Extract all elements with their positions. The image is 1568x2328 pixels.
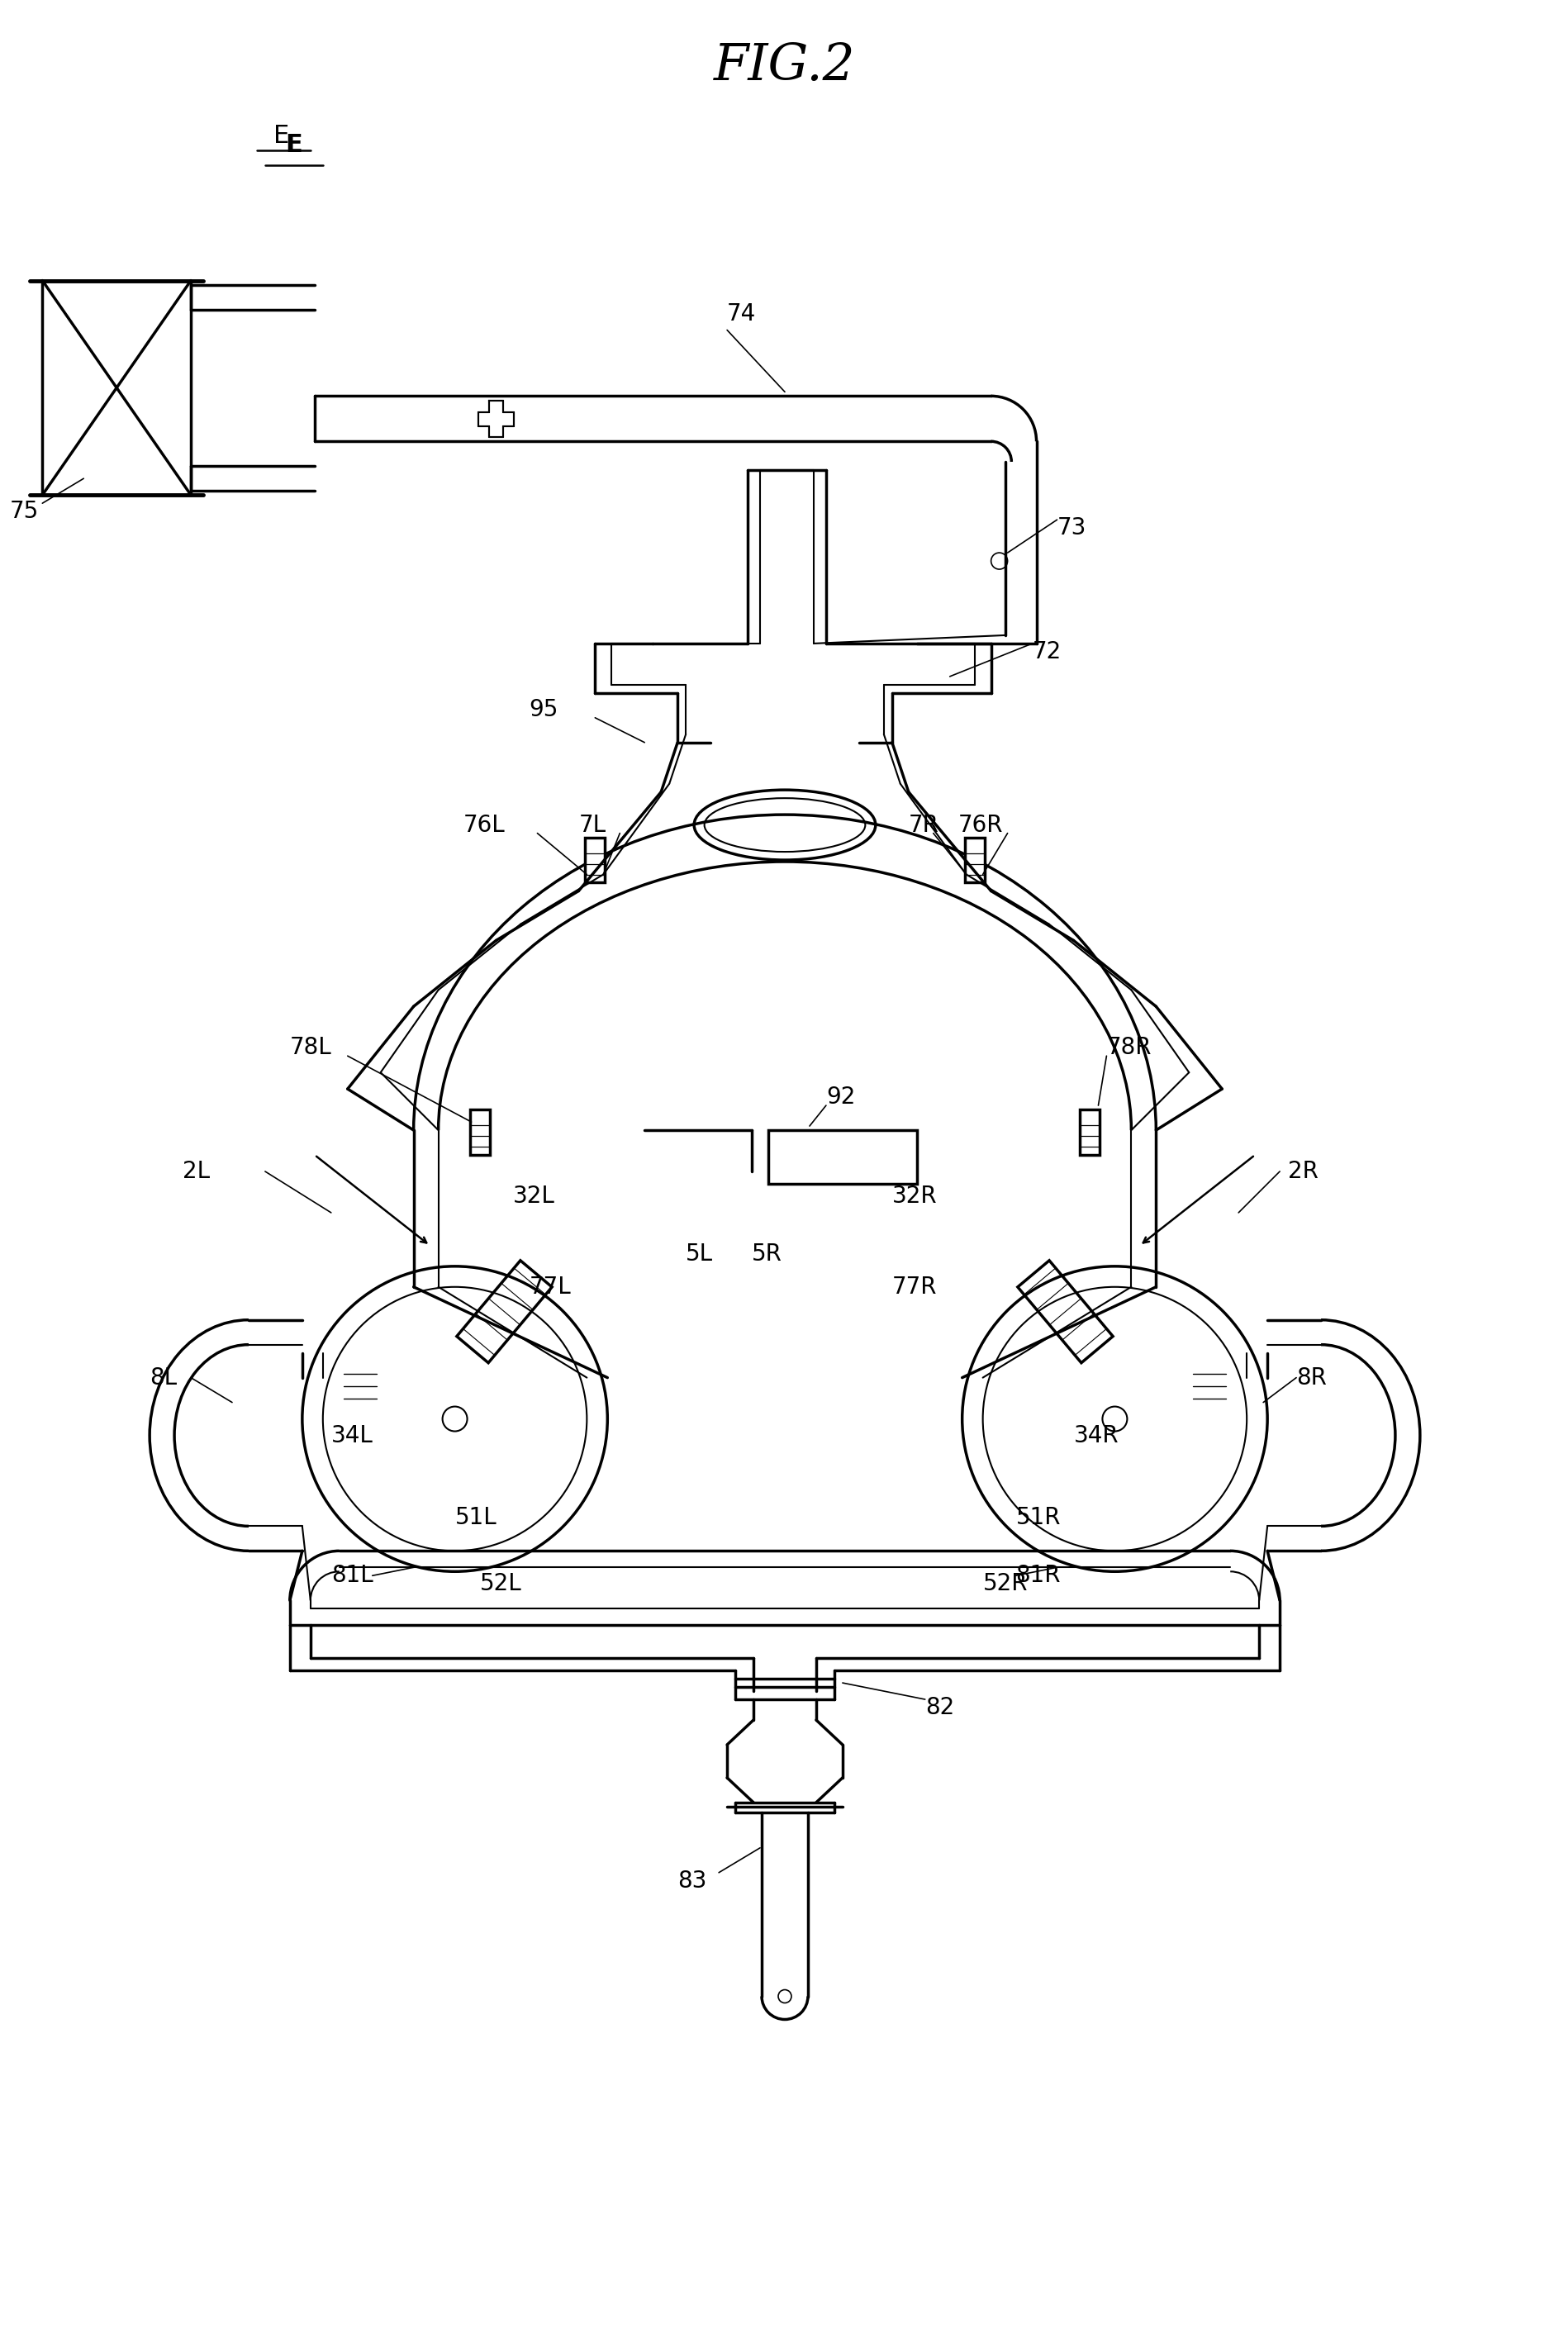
Text: 7R: 7R [908,812,939,836]
Text: 72: 72 [1032,640,1062,663]
Text: 7L: 7L [579,812,605,836]
Text: 83: 83 [677,1869,707,1893]
Text: 52L: 52L [480,1571,521,1595]
Text: FIG.2: FIG.2 [713,42,855,91]
Text: 32L: 32L [513,1185,555,1208]
Text: 34L: 34L [331,1425,373,1448]
Text: 81R: 81R [1014,1564,1060,1588]
Text: 73: 73 [1057,517,1085,540]
Text: 5L: 5L [685,1243,713,1266]
Bar [1080,1110,1099,1155]
Text: 76L: 76L [463,812,505,836]
Text: 32R: 32R [892,1185,936,1208]
Text: 74: 74 [726,303,756,326]
Text: 76R: 76R [958,812,1002,836]
Bar [585,838,605,882]
Text: 52R: 52R [982,1571,1027,1595]
Text: 81L: 81L [331,1564,373,1588]
Text: 78R: 78R [1105,1036,1151,1059]
Ellipse shape [704,799,866,852]
Text: 78L: 78L [290,1036,331,1059]
Text: E: E [273,123,290,149]
Text: 82: 82 [925,1697,953,1718]
Text: E: E [285,133,303,156]
Text: 51R: 51R [1014,1506,1060,1529]
Text: 51L: 51L [455,1506,497,1529]
Text: 8R: 8R [1295,1367,1327,1390]
Text: 92: 92 [826,1085,855,1108]
Text: 2R: 2R [1287,1159,1317,1183]
Text: 34R: 34R [1073,1425,1118,1448]
Text: 75: 75 [9,501,39,524]
Text: 8L: 8L [149,1367,177,1390]
Bar [469,1110,489,1155]
Polygon shape [478,400,514,438]
Text: 5R: 5R [751,1243,782,1266]
Text: 2L: 2L [182,1159,210,1183]
Text: 77R: 77R [892,1276,936,1299]
Text: 95: 95 [528,698,558,722]
Bar [768,1129,916,1185]
Ellipse shape [693,789,875,859]
Text: 77L: 77L [528,1276,571,1299]
Bar [964,838,985,882]
